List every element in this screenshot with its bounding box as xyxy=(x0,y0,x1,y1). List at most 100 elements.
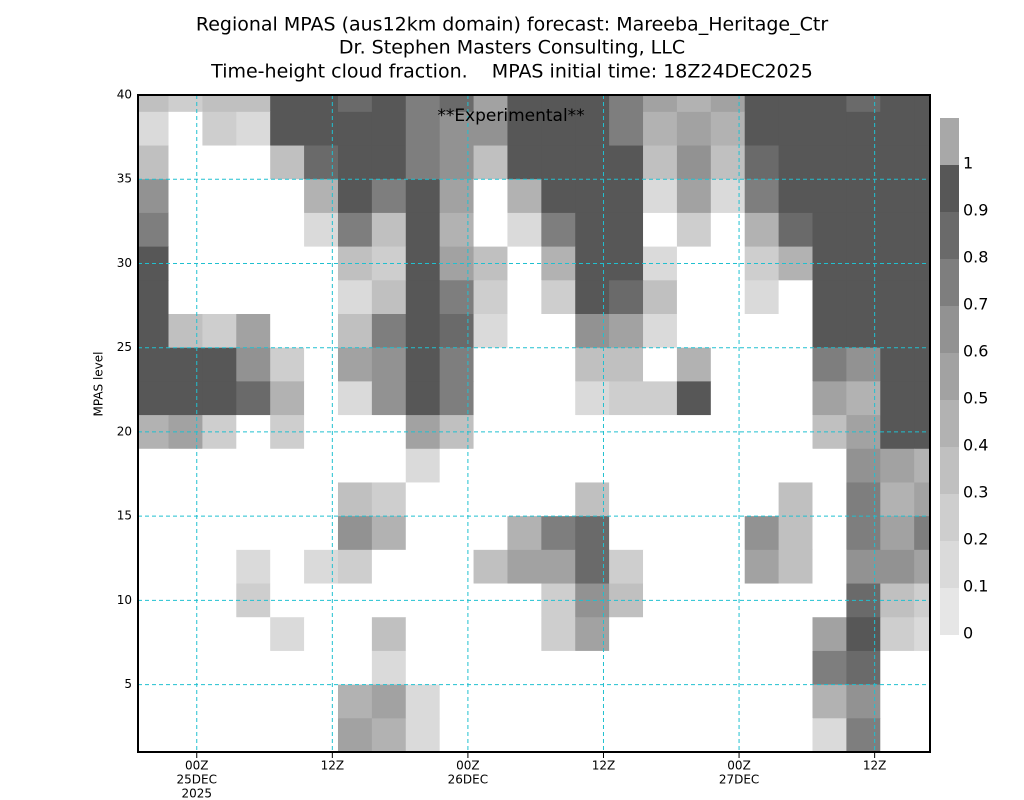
cloud-cell xyxy=(744,516,780,551)
cloud-cell xyxy=(710,179,746,214)
cloud-cell xyxy=(914,684,930,719)
cloud-cell xyxy=(473,145,508,180)
colorbar-swatch xyxy=(940,447,959,494)
cloud-cell xyxy=(812,482,847,517)
cloud-cell xyxy=(710,650,746,686)
cloud-cell xyxy=(541,482,576,517)
cloud-cell xyxy=(846,482,881,517)
cloud-cell xyxy=(609,650,644,686)
cloud-cell xyxy=(405,280,441,315)
cloud-cell xyxy=(405,145,441,180)
cloud-cell xyxy=(138,145,170,180)
cloud-cell xyxy=(337,448,373,483)
cloud-cell xyxy=(304,482,339,517)
cloud-cell xyxy=(846,314,881,349)
cloud-cell xyxy=(609,718,644,752)
cloud-cell xyxy=(778,684,813,719)
cloud-cell xyxy=(371,212,407,248)
cloud-cell xyxy=(168,617,203,652)
cloud-cell xyxy=(812,650,847,686)
cloud-cell xyxy=(507,482,542,517)
cloud-cell xyxy=(405,95,441,113)
cloud-cell xyxy=(439,684,475,719)
cloud-cell xyxy=(575,448,610,483)
cloud-cell xyxy=(439,448,475,483)
colorbar-swatch xyxy=(940,588,959,635)
colorbar-swatch xyxy=(940,118,959,165)
x-tick-label: 00Z xyxy=(185,759,209,773)
cloud-cell xyxy=(138,111,170,147)
colorbar-swatch xyxy=(940,259,959,306)
cloud-cell xyxy=(575,650,610,686)
cloud-cell xyxy=(507,549,542,585)
cloud-cell xyxy=(439,95,475,113)
cloud-cell xyxy=(304,95,339,113)
cloud-cell xyxy=(914,516,930,551)
y-tick-label: 5 xyxy=(124,677,132,691)
cloud-cell xyxy=(914,549,930,585)
cloud-cell xyxy=(405,314,441,349)
cloud-cell xyxy=(643,314,678,349)
cloud-cell xyxy=(371,482,407,517)
cloud-cell xyxy=(778,111,813,147)
annotation: **Experimental** xyxy=(437,106,584,126)
cloud-cell xyxy=(473,347,508,382)
title-line: Time-height cloud fraction. MPAS initial… xyxy=(210,61,813,83)
cloud-cell xyxy=(304,280,339,315)
x-date-label: 27DEC xyxy=(719,773,759,787)
cloud-cell xyxy=(880,718,915,752)
cloud-cell xyxy=(439,549,475,585)
cloud-cell xyxy=(778,145,813,180)
x-date-label: 25DEC xyxy=(177,773,217,787)
cloud-cell xyxy=(371,280,407,315)
cloud-cell xyxy=(914,617,930,652)
cloud-cell xyxy=(609,684,644,719)
cloud-cell xyxy=(202,617,237,652)
cloud-cell xyxy=(710,347,746,382)
cloud-cell xyxy=(405,347,441,382)
cloud-cell xyxy=(846,347,881,382)
cloud-cell xyxy=(236,684,271,719)
cloud-cell xyxy=(270,212,305,248)
cloud-cell xyxy=(812,381,847,416)
cloud-cell xyxy=(676,179,712,214)
cloud-cell xyxy=(744,314,780,349)
cloud-cell xyxy=(270,314,305,349)
cloud-cell xyxy=(609,314,644,349)
cloud-cell xyxy=(778,549,813,585)
cloud-cell xyxy=(880,145,915,180)
cloud-cell xyxy=(541,448,576,483)
cloud-cell xyxy=(304,111,339,147)
cloud-cell xyxy=(337,280,373,315)
cloud-cell xyxy=(710,212,746,248)
title-line: Dr. Stephen Masters Consulting, LLC xyxy=(339,37,685,59)
cloud-cell xyxy=(405,684,441,719)
cloud-cell xyxy=(575,314,610,349)
y-tick-label: 10 xyxy=(117,593,132,607)
cloud-cell xyxy=(202,684,237,719)
cloud-cell xyxy=(541,684,576,719)
cloud-cell xyxy=(236,95,271,113)
x-date-label: 26DEC xyxy=(448,773,488,787)
cloud-cell xyxy=(710,314,746,349)
cloud-cell xyxy=(914,381,930,416)
cloud-cell xyxy=(337,212,373,248)
cloud-cell xyxy=(337,381,373,416)
cloud-cell xyxy=(507,617,542,652)
cloud-cell xyxy=(880,212,915,248)
cloud-cell xyxy=(138,179,170,214)
cloud-cell xyxy=(643,179,678,214)
cloud-cell xyxy=(405,111,441,147)
cloud-cell xyxy=(439,650,475,686)
cloud-cell xyxy=(202,314,237,349)
cloud-cell xyxy=(168,650,203,686)
cloud-cell xyxy=(643,145,678,180)
cloud-cell xyxy=(744,448,780,483)
cloud-cell xyxy=(236,347,271,382)
cloud-cell xyxy=(337,179,373,214)
cloud-cell xyxy=(846,179,881,214)
cloud-cell xyxy=(778,179,813,214)
cloud-cell xyxy=(202,448,237,483)
cloud-cell xyxy=(138,280,170,315)
cloud-cell xyxy=(846,549,881,585)
